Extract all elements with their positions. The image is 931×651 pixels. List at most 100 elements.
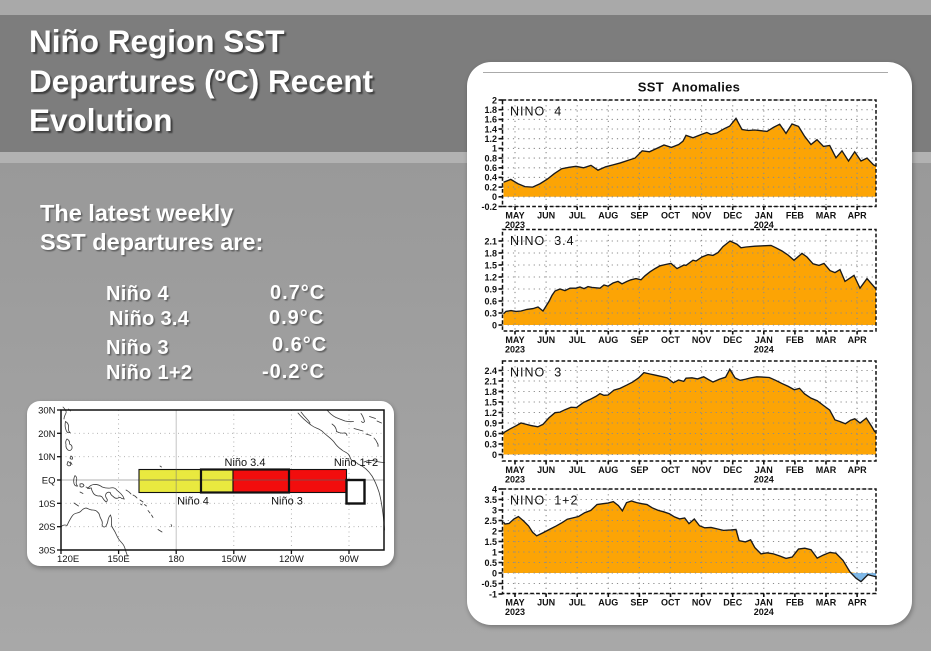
svg-text:OCT: OCT (661, 211, 681, 221)
svg-text:-0.5: -0.5 (481, 579, 497, 589)
svg-text:FEB: FEB (786, 211, 805, 221)
svg-text:1.6: 1.6 (484, 115, 497, 125)
svg-text:2024: 2024 (754, 475, 774, 485)
svg-text:MAY: MAY (505, 598, 524, 608)
svg-text:10N: 10N (38, 452, 56, 463)
svg-text:1.2: 1.2 (484, 408, 497, 418)
svg-text:20S: 20S (39, 522, 56, 533)
svg-text:JUL: JUL (569, 465, 587, 475)
svg-text:0.6: 0.6 (484, 163, 497, 173)
svg-text:2024: 2024 (754, 345, 774, 355)
svg-text:1.5: 1.5 (484, 537, 497, 547)
svg-text:0: 0 (492, 450, 497, 460)
svg-text:NINO 1+2: NINO 1+2 (510, 493, 578, 507)
svg-text:MAY: MAY (505, 335, 524, 345)
svg-text:0.2: 0.2 (484, 182, 497, 192)
svg-text:DEC: DEC (723, 335, 743, 345)
svg-text:OCT: OCT (661, 465, 681, 475)
svg-text:30N: 30N (38, 406, 56, 417)
svg-text:APR: APR (848, 335, 868, 345)
svg-text:MAR: MAR (816, 211, 837, 221)
svg-text:AUG: AUG (598, 211, 618, 221)
svg-text:Niño 3: Niño 3 (271, 496, 303, 508)
svg-text:1.5: 1.5 (484, 397, 497, 407)
svg-text:3: 3 (492, 505, 497, 515)
svg-text:2: 2 (492, 526, 497, 536)
svg-text:1.8: 1.8 (484, 248, 497, 258)
svg-text:JUL: JUL (569, 335, 587, 345)
svg-text:SEP: SEP (630, 211, 648, 221)
svg-text:1: 1 (492, 144, 497, 154)
svg-text:EQ: EQ (42, 476, 56, 487)
svg-text:1.8: 1.8 (484, 387, 497, 397)
svg-text:0.9: 0.9 (484, 418, 497, 428)
svg-text:2024: 2024 (754, 220, 774, 230)
svg-text:0.6: 0.6 (484, 429, 497, 439)
svg-text:0.9: 0.9 (484, 284, 497, 294)
svg-text:1: 1 (492, 547, 497, 557)
svg-text:2024: 2024 (754, 607, 774, 617)
svg-text:AUG: AUG (598, 598, 618, 608)
svg-text:FEB: FEB (786, 465, 805, 475)
svg-text:0.8: 0.8 (484, 153, 497, 163)
svg-text:2: 2 (492, 95, 497, 105)
svg-text:NINO 4: NINO 4 (510, 104, 562, 118)
svg-text:2023: 2023 (505, 607, 525, 617)
svg-text:JAN: JAN (755, 465, 773, 475)
svg-text:JAN: JAN (755, 211, 773, 221)
svg-text:120E: 120E (57, 554, 79, 565)
svg-text:NOV: NOV (692, 465, 712, 475)
svg-text:JUN: JUN (537, 598, 555, 608)
svg-text:DEC: DEC (723, 598, 743, 608)
svg-text:NINO 3: NINO 3 (510, 365, 562, 379)
svg-text:APR: APR (848, 211, 868, 221)
svg-text:2023: 2023 (505, 345, 525, 355)
svg-text:DEC: DEC (723, 465, 743, 475)
svg-text:2.1: 2.1 (484, 236, 497, 246)
svg-text:SEP: SEP (630, 598, 648, 608)
svg-text:OCT: OCT (661, 335, 681, 345)
svg-text:SEP: SEP (630, 465, 648, 475)
svg-text:0: 0 (492, 320, 497, 330)
svg-text:0.3: 0.3 (484, 308, 497, 318)
svg-text:NINO 3.4: NINO 3.4 (510, 234, 575, 248)
svg-text:2.1: 2.1 (484, 376, 497, 386)
svg-text:4: 4 (492, 484, 497, 494)
svg-text:OCT: OCT (661, 598, 681, 608)
svg-text:0.6: 0.6 (484, 296, 497, 306)
svg-text:120W: 120W (279, 554, 304, 565)
svg-text:JUN: JUN (537, 335, 555, 345)
svg-text:NOV: NOV (692, 598, 712, 608)
svg-text:MAR: MAR (816, 598, 837, 608)
svg-text:1.4: 1.4 (484, 124, 497, 134)
svg-text:-1: -1 (489, 589, 497, 599)
svg-text:JAN: JAN (755, 598, 773, 608)
svg-text:3.5: 3.5 (484, 495, 497, 505)
svg-text:NOV: NOV (692, 335, 712, 345)
svg-text:SEP: SEP (630, 335, 648, 345)
svg-text:FEB: FEB (786, 598, 805, 608)
svg-text:Niño 3.4: Niño 3.4 (225, 457, 266, 469)
svg-text:10S: 10S (39, 499, 56, 510)
svg-text:JUN: JUN (537, 465, 555, 475)
svg-text:90W: 90W (339, 554, 359, 565)
svg-text:0.5: 0.5 (484, 558, 497, 568)
svg-text:1.8: 1.8 (484, 105, 497, 115)
svg-text:FEB: FEB (786, 335, 805, 345)
svg-text:DEC: DEC (723, 211, 743, 221)
svg-text:0.3: 0.3 (484, 439, 497, 449)
svg-text:Niño 1+2: Niño 1+2 (334, 457, 378, 469)
svg-text:JAN: JAN (755, 335, 773, 345)
svg-text:1.5: 1.5 (484, 260, 497, 270)
svg-text:2.4: 2.4 (484, 366, 497, 376)
svg-text:1.2: 1.2 (484, 134, 497, 144)
svg-text:1.2: 1.2 (484, 272, 497, 282)
svg-text:0: 0 (492, 568, 497, 578)
svg-text:2023: 2023 (505, 475, 525, 485)
svg-text:APR: APR (848, 465, 868, 475)
svg-text:Niño 4: Niño 4 (177, 496, 209, 508)
svg-text:150W: 150W (221, 554, 246, 565)
svg-text:2023: 2023 (505, 220, 525, 230)
svg-text:JUN: JUN (537, 211, 555, 221)
svg-text:MAR: MAR (816, 465, 837, 475)
